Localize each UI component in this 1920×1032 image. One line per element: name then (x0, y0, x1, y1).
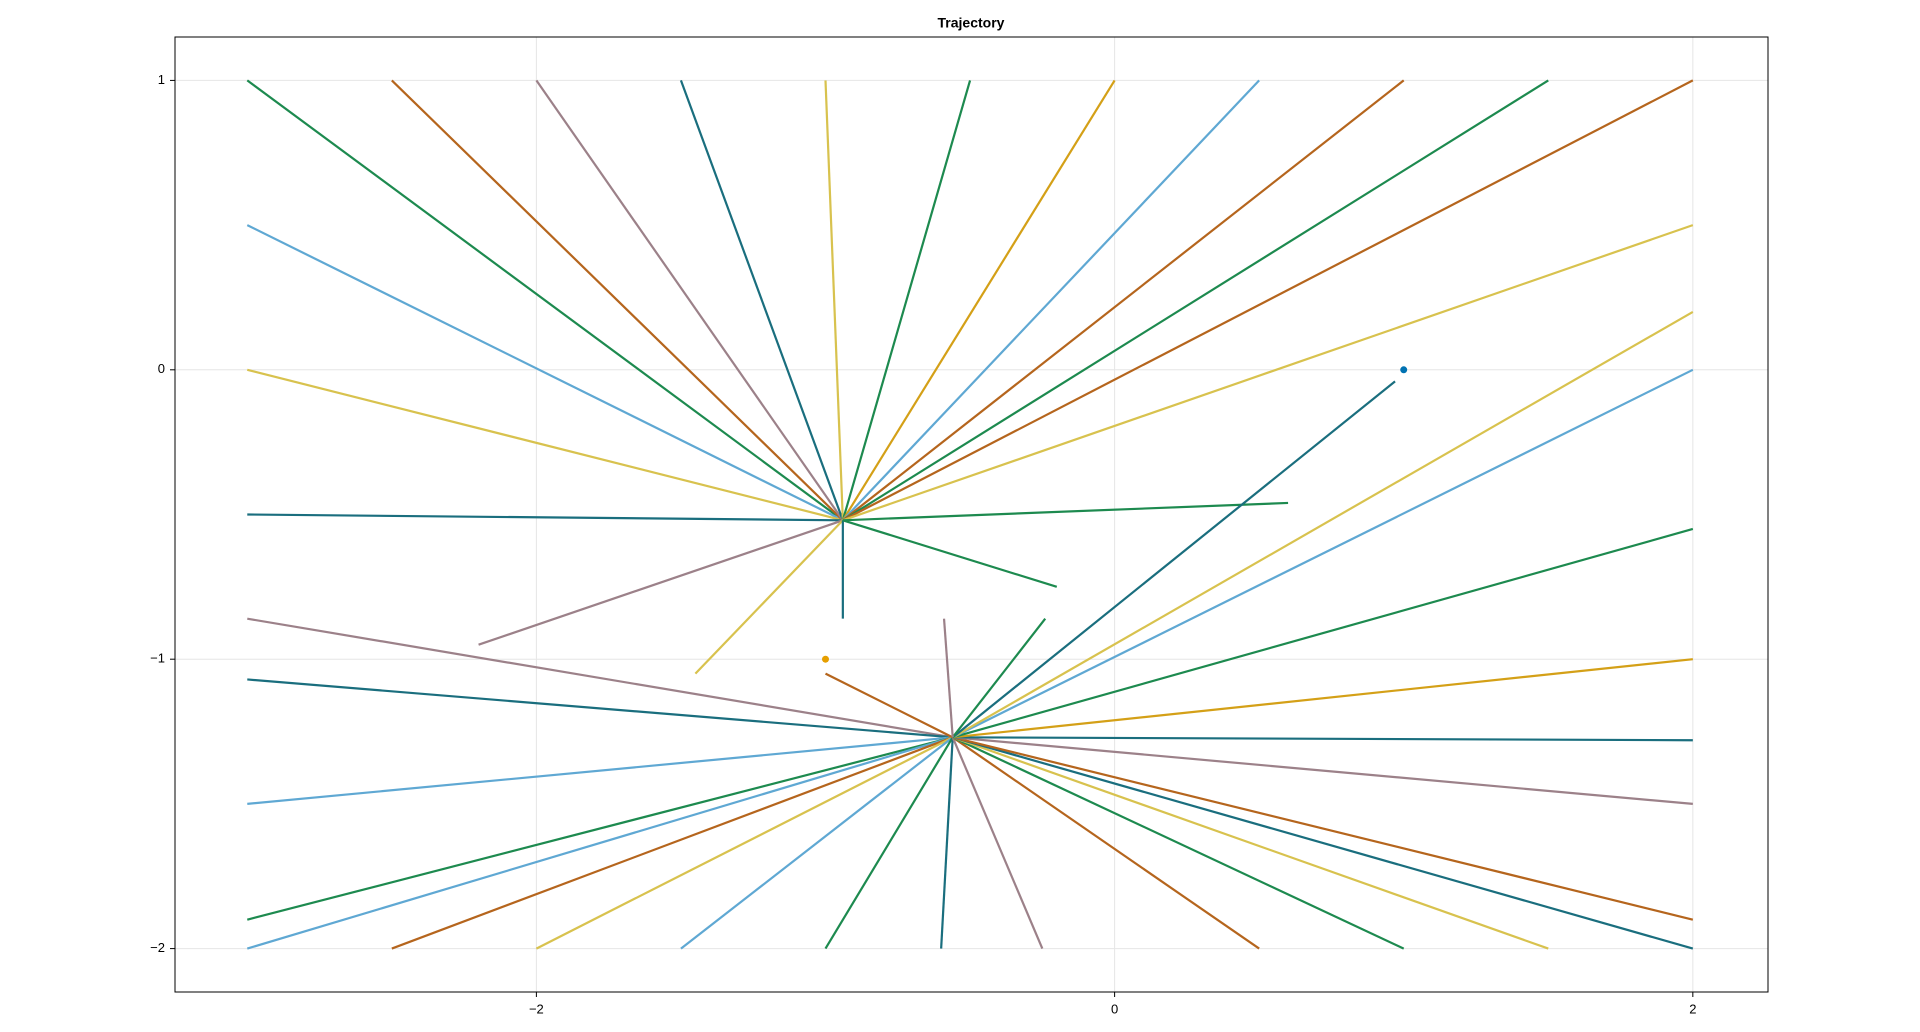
trajectory-line (680, 736, 954, 950)
trajectory-line (952, 380, 1396, 739)
trajectory-line (842, 79, 1405, 522)
trajectory-line (247, 617, 953, 739)
trajectory-line (841, 80, 972, 521)
y-tick-label: −1 (150, 651, 165, 666)
trajectory-line (825, 672, 954, 739)
y-tick-label: −2 (150, 940, 165, 955)
trajectory-line (952, 310, 1694, 739)
trajectory-line (246, 736, 954, 950)
trajectory-line (535, 79, 844, 521)
trajectory-line (952, 736, 1549, 950)
trajectory-line (952, 736, 1693, 742)
trajectory-line (694, 519, 844, 675)
trajectory-line (951, 618, 1047, 739)
trajectory-line (535, 736, 954, 950)
trajectory-line (952, 736, 1260, 950)
trajectory-line (842, 79, 1694, 522)
trajectory-line (824, 80, 844, 521)
trajectory-line (247, 513, 843, 522)
trajectory-line (940, 737, 954, 949)
trajectory-line (842, 501, 1289, 522)
trajectory-line (842, 224, 1694, 522)
trajectory-line (841, 79, 1116, 521)
trajectory-line (952, 368, 1694, 739)
scatter-point (1400, 366, 1408, 374)
x-tick-label: 0 (1111, 1001, 1118, 1016)
y-tick-label: 1 (158, 72, 165, 87)
trajectory-line (842, 519, 1058, 588)
trajectory-line (391, 736, 954, 950)
x-tick-label: 2 (1689, 1001, 1696, 1016)
trajectory-line (247, 736, 953, 921)
trajectory-line (952, 736, 1693, 805)
y-tick-label: 0 (158, 361, 165, 376)
trajectory-line (391, 79, 844, 522)
trajectory-line (952, 736, 1694, 950)
trajectory-line (679, 80, 844, 521)
trajectory-line (952, 527, 1694, 739)
trajectory-line (824, 736, 954, 950)
chart-title: Trajectory (938, 15, 1005, 31)
trajectory-line (842, 79, 1260, 522)
trajectory-line (952, 658, 1693, 739)
trajectory-line (247, 368, 844, 522)
trajectory-line (246, 224, 844, 522)
trajectory-line (951, 736, 1044, 950)
trajectory-line (247, 678, 953, 739)
trajectory-line (942, 618, 954, 738)
trajectory-line (478, 519, 844, 646)
trajectory-line (842, 79, 1549, 522)
scatter-point (821, 655, 829, 663)
trajectory-line (952, 736, 1405, 950)
trajectory-line (246, 79, 844, 522)
plot-frame (174, 36, 1769, 993)
x-tick-label: −2 (529, 1001, 544, 1016)
trajectory-line (952, 736, 1694, 921)
trajectory-line (247, 736, 953, 805)
